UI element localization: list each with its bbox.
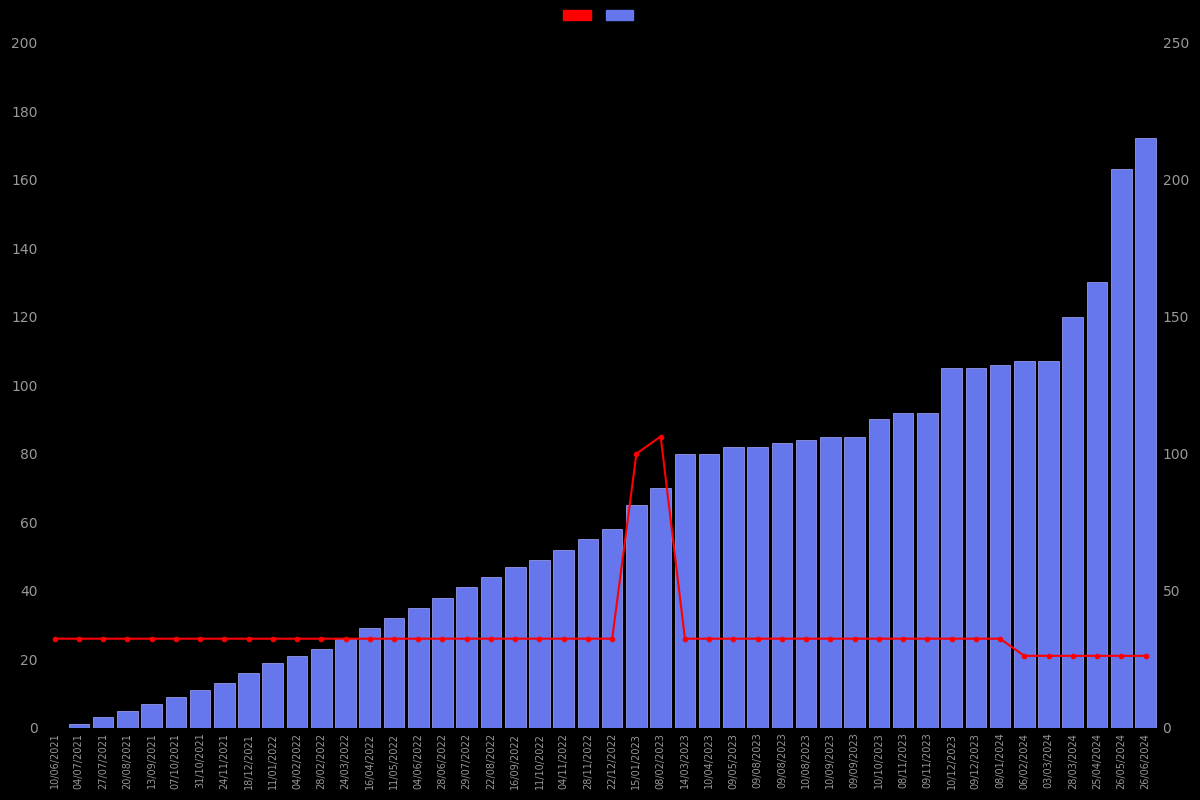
- Bar: [748, 447, 768, 728]
- Bar: [311, 649, 331, 728]
- Bar: [1111, 170, 1132, 728]
- Bar: [724, 447, 744, 728]
- Bar: [384, 618, 404, 728]
- Bar: [650, 488, 671, 728]
- Bar: [432, 598, 452, 728]
- Bar: [820, 437, 841, 728]
- Bar: [408, 608, 428, 728]
- Bar: [869, 419, 889, 728]
- Bar: [966, 368, 986, 728]
- Bar: [941, 368, 962, 728]
- Bar: [214, 683, 234, 728]
- Bar: [917, 413, 937, 728]
- Bar: [1135, 138, 1156, 728]
- Bar: [142, 704, 162, 728]
- Bar: [505, 566, 526, 728]
- Bar: [1038, 361, 1058, 728]
- Bar: [239, 673, 259, 728]
- Bar: [481, 577, 502, 728]
- Bar: [577, 539, 599, 728]
- Bar: [990, 365, 1010, 728]
- Bar: [553, 550, 574, 728]
- Bar: [674, 454, 695, 728]
- Bar: [845, 437, 865, 728]
- Bar: [602, 529, 623, 728]
- Bar: [1062, 317, 1084, 728]
- Bar: [796, 440, 816, 728]
- Bar: [626, 505, 647, 728]
- Bar: [360, 629, 380, 728]
- Bar: [287, 656, 307, 728]
- Bar: [263, 662, 283, 728]
- Bar: [1087, 282, 1108, 728]
- Bar: [335, 638, 356, 728]
- Bar: [1014, 361, 1034, 728]
- Bar: [456, 587, 478, 728]
- Bar: [68, 724, 89, 728]
- Bar: [166, 697, 186, 728]
- Bar: [772, 443, 792, 728]
- Bar: [92, 718, 113, 728]
- Bar: [698, 454, 720, 728]
- Bar: [118, 710, 138, 728]
- Bar: [893, 413, 913, 728]
- Bar: [190, 690, 210, 728]
- Legend: , : ,: [560, 7, 640, 24]
- Bar: [529, 560, 550, 728]
